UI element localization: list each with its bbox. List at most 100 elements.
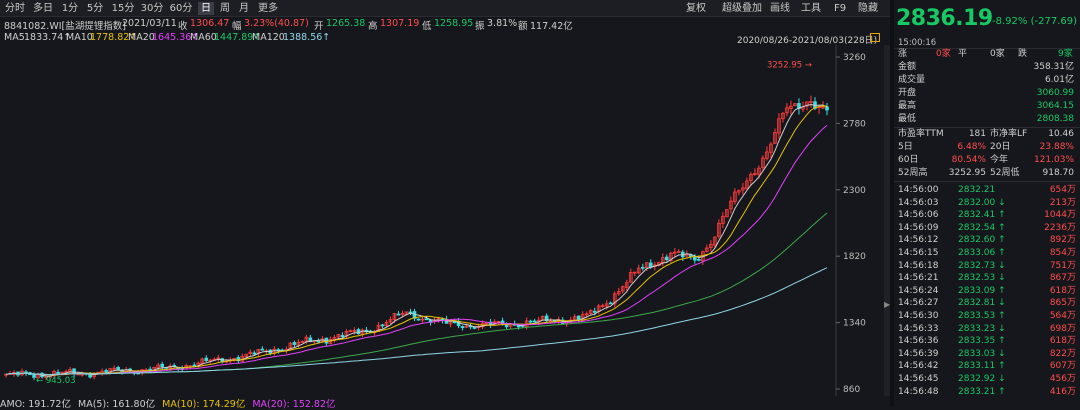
tick-price: 2832.73 ↓	[958, 260, 1006, 273]
candle-body	[516, 325, 521, 328]
tick-volume: 892万	[1049, 235, 1076, 246]
ma5-label: MA5	[4, 32, 25, 43]
period-tab-15min[interactable]: 15分	[111, 3, 135, 14]
tick-time: 14:56:27	[898, 298, 939, 309]
candle-body	[424, 318, 429, 321]
tick-row[interactable]: 14:56:27 2832.81 ↓ 865万	[894, 297, 1080, 310]
tick-price-value: 2833.06	[958, 248, 996, 258]
tick-row[interactable]: 14:56:09 2832.54 ↑ 2236万	[894, 222, 1080, 235]
tick-price: 2832.00 ↓	[958, 197, 1006, 210]
ma5-line	[5, 103, 828, 377]
amo-ma10: MA(10): 174.29亿	[162, 399, 246, 410]
breadth-up-count: 0家	[936, 49, 951, 59]
period-tab-day[interactable]: 日	[198, 2, 214, 15]
panel-divider[interactable]	[890, 0, 894, 406]
breadth-down-count: 9家	[1058, 49, 1073, 59]
period-tab-week[interactable]: 周	[220, 3, 230, 14]
stat-pair-row: 52周高 3252.95 52周低 918.70	[894, 167, 1080, 179]
ret5d-label: 5日	[898, 142, 913, 152]
scroll-right-arrow-icon[interactable]: ▶	[884, 300, 891, 309]
tools-button[interactable]: 工具	[801, 3, 821, 14]
adjust-button[interactable]: 复权	[686, 3, 706, 14]
tick-row[interactable]: 14:56:36 2833.35 ↑ 618万	[894, 335, 1080, 348]
kline-chart[interactable]: 3260 2780 2300 1820 1340 860 3252.95 → ← 945.03	[0, 45, 884, 396]
low-annotation: ← 945.03	[36, 376, 76, 386]
tick-price-value: 2832.21	[958, 185, 996, 195]
tick-row[interactable]: 14:56:15 2833.06 ↑ 854万	[894, 247, 1080, 260]
period-tab-5min[interactable]: 5分	[86, 3, 104, 14]
period-tab-more[interactable]: 更多	[258, 3, 278, 14]
price-change: -8.92% (-277.69)	[992, 16, 1077, 27]
high-value: 1307.19	[380, 18, 420, 29]
tick-row[interactable]: 14:56:42 2833.11 ↑ 607万	[894, 360, 1080, 373]
candle-body	[769, 143, 773, 153]
candle-body	[632, 271, 637, 274]
bar-date: 2021/03/11	[122, 18, 177, 29]
tick-row[interactable]: 14:56:24 2833.09 ↑ 618万	[894, 285, 1080, 298]
tick-row[interactable]: 14:56:18 2832.73 ↓ 751万	[894, 260, 1080, 273]
ma120-line	[5, 267, 828, 376]
chart-background	[0, 45, 884, 396]
tick-direction-icon: ↑	[998, 235, 1006, 246]
tick-direction-icon: ↑	[998, 222, 1006, 233]
tick-row[interactable]: 14:56:30 2833.53 ↑ 564万	[894, 310, 1080, 323]
pb-value: 10.46	[1048, 129, 1074, 139]
draw-line-button[interactable]: 画线	[770, 3, 790, 14]
tick-row[interactable]: 14:56:12 2832.60 ↑ 892万	[894, 234, 1080, 247]
period-tab-intraday[interactable]: 分时	[5, 3, 25, 14]
price-change-pct: -8.92%	[992, 16, 1028, 27]
tick-volume: 2236万	[1044, 222, 1076, 233]
tick-time: 14:56:21	[898, 273, 939, 284]
period-tab-30min[interactable]: 30分	[140, 3, 164, 14]
period-tab-month[interactable]: 月	[239, 3, 249, 14]
tick-price-value: 2833.53	[958, 311, 996, 321]
tick-direction-icon: ↓	[998, 273, 1006, 284]
tick-row[interactable]: 14:56:39 2833.03 ↓ 822万	[894, 348, 1080, 361]
f9-button[interactable]: F9	[834, 3, 847, 14]
candle-body	[112, 367, 116, 370]
lock-icon[interactable]	[870, 33, 880, 42]
tick-row[interactable]: 14:56:06 2832.41 ↑ 1044万	[894, 209, 1080, 222]
stat-row-low: 最低 2808.38	[894, 113, 1080, 125]
candle-body	[160, 363, 164, 368]
candle-body	[448, 321, 453, 325]
candle-body	[252, 352, 257, 355]
candle-body	[677, 251, 681, 253]
chart-scrollbar[interactable]	[884, 45, 890, 396]
candle-body	[400, 313, 405, 316]
candle-body	[304, 336, 309, 342]
amount-label: 额	[518, 21, 528, 32]
y-tick-label: 2300	[843, 186, 866, 196]
amo-ma20: MA(20): 152.82亿	[252, 399, 336, 410]
hide-button[interactable]: 隐藏	[858, 3, 878, 14]
tick-row[interactable]: 14:56:03 2832.00 ↓ 213万	[894, 197, 1080, 210]
candle-body	[68, 369, 72, 373]
tick-row[interactable]: 14:56:45 2832.92 ↓ 456万	[894, 373, 1080, 386]
tick-volume: 751万	[1049, 260, 1076, 271]
stat-pair-row: 5日 6.48% 20日 23.88%	[894, 141, 1080, 153]
stat-pair-row: 市盈率TTM 181 市净率LF 10.46	[894, 128, 1080, 140]
candle-body	[388, 319, 393, 323]
tick-row[interactable]: 14:56:00 2832.21 654万	[894, 184, 1080, 197]
super-overlay-button[interactable]: 超级叠加	[722, 3, 762, 14]
ma10-label: MA10	[66, 32, 93, 43]
period-tab-1min[interactable]: 1分	[61, 3, 79, 14]
candle-body	[741, 187, 745, 191]
low-label: 低	[422, 21, 432, 32]
tick-row[interactable]: 14:56:48 2833.21 ↑ 416万	[894, 386, 1080, 399]
tick-time: 14:56:00	[898, 185, 939, 195]
period-tab-60min[interactable]: 60分	[169, 3, 193, 14]
tick-price: 2833.11 ↑	[958, 360, 1006, 373]
breadth-down-label: 跌	[1018, 49, 1028, 59]
tick-price-value: 2833.03	[958, 348, 996, 359]
stat-value: 3064.15	[1036, 101, 1074, 111]
candle-body	[616, 291, 621, 295]
period-tab-multiday[interactable]: 多日	[33, 3, 53, 14]
tick-volume: 607万	[1049, 361, 1076, 372]
candle-body	[664, 256, 669, 261]
candle-body	[532, 320, 537, 323]
tick-price: 2832.60 ↑	[958, 234, 1006, 247]
tick-price: 2832.53 ↓	[958, 272, 1006, 285]
tick-row[interactable]: 14:56:21 2832.53 ↓ 867万	[894, 272, 1080, 285]
tick-row[interactable]: 14:56:33 2833.23 ↓ 698万	[894, 323, 1080, 336]
